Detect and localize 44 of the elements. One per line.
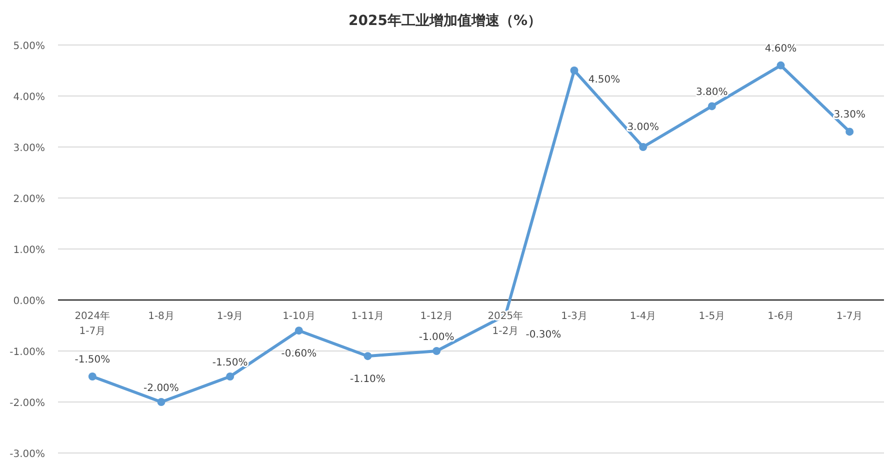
data-label: -2.00% (144, 383, 179, 394)
data-label: 3.30% (834, 110, 866, 121)
x-tick-label: 1-8月 (148, 311, 174, 322)
data-label: 4.50% (588, 74, 620, 86)
y-tick-label: 1.00% (13, 245, 45, 256)
x-tick-label: 1-7月 (836, 311, 863, 322)
data-label: -1.00% (418, 332, 454, 343)
point (570, 66, 578, 74)
y-tick-label: -1.00% (10, 347, 45, 358)
x-tick-label: 1-10月 (282, 311, 316, 322)
point (226, 372, 234, 380)
y-tick-label: -2.00% (10, 398, 45, 409)
data-label: 3.80% (696, 87, 728, 98)
x-tick-label: 2024年1-7月 (74, 310, 110, 337)
y-tick-label: -3.00% (10, 449, 45, 460)
point (708, 102, 716, 110)
point (432, 347, 441, 355)
point (639, 143, 648, 151)
point (88, 372, 96, 380)
point (846, 128, 854, 136)
chart-title: 2025年工业增加值增速（%） (348, 13, 542, 29)
point (294, 326, 303, 335)
y-tick-label: 2.00% (13, 194, 45, 205)
y-tick-label: 5.00% (13, 41, 45, 52)
data-label: 4.60% (764, 43, 797, 54)
x-tick-label: 1-12月 (420, 311, 453, 322)
data-label: -1.50% (212, 358, 248, 368)
data-label: -1.50% (74, 354, 110, 366)
x-tick-label: 1-5月 (698, 311, 726, 322)
x-tick-label: 1-9月 (216, 311, 244, 322)
x-tick-label: 1-3月 (561, 311, 588, 322)
y-tick-label: 0.00% (13, 296, 45, 307)
point (157, 398, 166, 406)
point (364, 352, 372, 360)
point (776, 61, 785, 70)
data-label: -0.60% (281, 348, 317, 360)
data-label: -0.30% (526, 329, 562, 340)
x-tick-label: 1-6月 (768, 311, 794, 322)
data-label: -1.10% (350, 374, 386, 386)
y-tick-label: 4.00% (13, 92, 45, 103)
x-tick-label: 1-4月 (630, 311, 656, 322)
y-tick-label: 3.00% (13, 143, 45, 154)
data-label: 3.00% (627, 122, 659, 133)
x-tick-label: 1-11月 (351, 311, 384, 322)
